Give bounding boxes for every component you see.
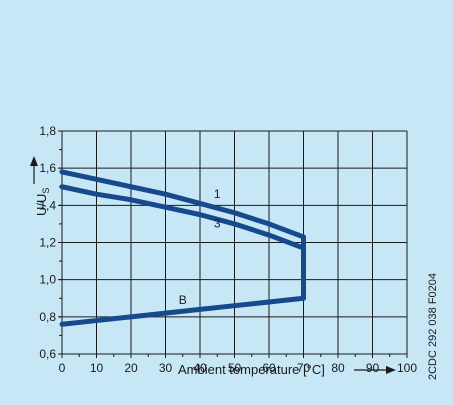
curve-label-1: 1	[214, 187, 221, 201]
y-tick-label: 1,2	[39, 236, 56, 250]
x-tick-label: 30	[159, 361, 173, 375]
y-axis-title-sub: S	[41, 188, 51, 194]
x-axis-arrow-icon	[354, 366, 396, 374]
grid	[58, 130, 408, 358]
reference-code: 2CDC 292 038 F0204	[427, 273, 439, 380]
svg-text:U/US: U/US	[34, 188, 51, 216]
x-axis-title: Ambient temperature [°C]	[178, 362, 325, 377]
y-tick-label: 0,8	[39, 310, 56, 324]
curve-label-B: B	[179, 293, 187, 307]
x-tick-label: 50	[228, 361, 242, 375]
x-tick-label: 90	[366, 361, 380, 375]
x-tick-label: 80	[331, 361, 345, 375]
curve-label-3: 3	[214, 217, 221, 231]
x-tick-label: 70	[297, 361, 311, 375]
y-tick-label: 1,4	[39, 198, 56, 212]
x-tick-label: 20	[124, 361, 138, 375]
y-tick-label: 1,6	[39, 161, 56, 175]
series-line-B	[59, 295, 306, 327]
x-tick-label: 10	[90, 361, 104, 375]
series-line-1	[59, 169, 306, 240]
y-axis-title: U/US	[34, 188, 51, 216]
x-tick-label: 40	[193, 361, 207, 375]
y-tick-label: 0,6	[39, 347, 56, 361]
curves	[59, 169, 306, 327]
x-tick-label: 100	[397, 361, 417, 375]
y-axis-arrow-icon	[30, 156, 38, 184]
y-tick-label: 1,8	[39, 124, 56, 138]
svg-text:2CDC 292 038 F0204: 2CDC 292 038 F0204	[427, 273, 439, 380]
y-tick-label: 1,0	[39, 273, 56, 287]
x-tick-labels: 0 10 20 30 40 50 60 70 80 90 100	[59, 361, 418, 375]
series-line-3	[59, 184, 306, 251]
curve-labels: 1 3 B	[179, 187, 221, 307]
x-tick-label: 60	[262, 361, 276, 375]
y-axis-title-main: U/U	[34, 194, 49, 216]
y-tick-labels: 0,6 0,8 1,0 1,2 1,4 1,6 1,8	[39, 124, 56, 361]
x-tick-label: 0	[59, 361, 66, 375]
